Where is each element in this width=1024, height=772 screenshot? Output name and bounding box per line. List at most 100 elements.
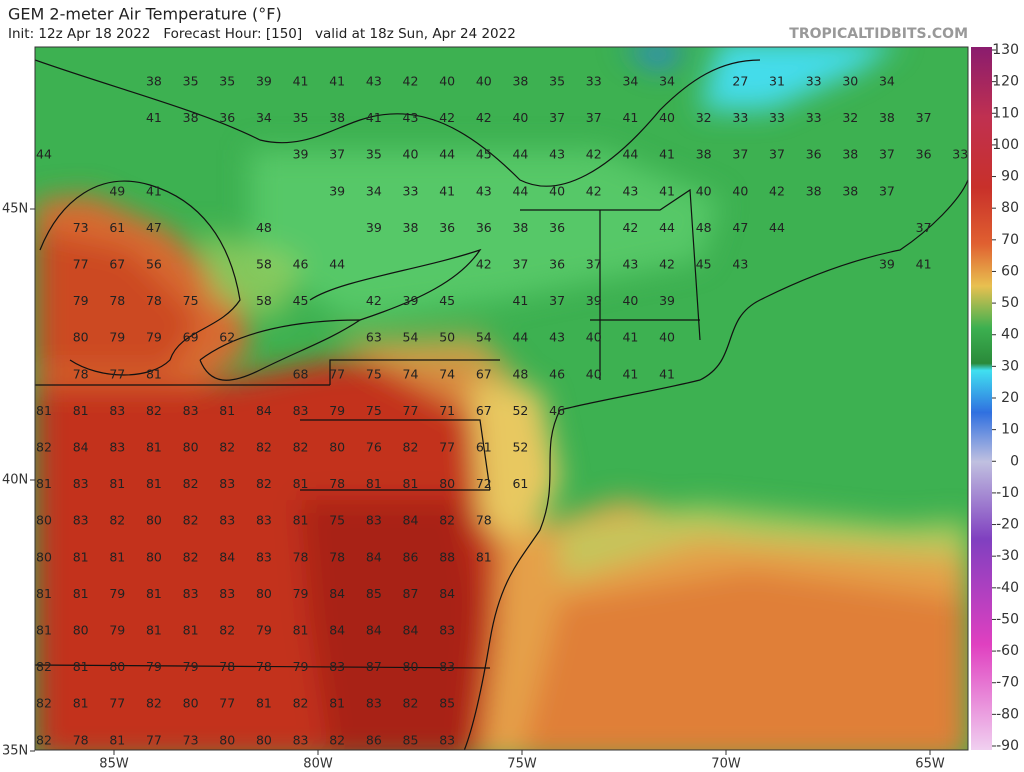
temp-label: 38: [806, 183, 822, 198]
temp-label: 40: [586, 366, 602, 381]
temp-label: 37: [586, 257, 602, 272]
temp-label: 58: [256, 257, 272, 272]
temp-label: 44: [512, 183, 528, 198]
colorbar-label: 120: [992, 74, 1019, 90]
temp-label: 81: [293, 513, 309, 528]
temp-label: 37: [916, 220, 932, 235]
map-area: [35, 47, 968, 750]
temp-label: 44: [769, 220, 785, 235]
lon-label: 65W: [915, 757, 945, 772]
temp-label: 81: [183, 623, 199, 638]
temp-label: 84: [403, 623, 419, 638]
temp-label: 45: [476, 147, 492, 162]
temp-label: 83: [293, 732, 309, 747]
temp-label: 48: [256, 220, 272, 235]
temp-label: 81: [109, 549, 125, 564]
temp-label: 84: [366, 623, 382, 638]
temp-label: 78: [476, 513, 492, 528]
temp-label: 38: [403, 220, 419, 235]
temp-label: 80: [219, 732, 235, 747]
temp-label: 82: [293, 440, 309, 455]
temp-label: 80: [183, 440, 199, 455]
temp-label: 37: [732, 147, 748, 162]
temp-label: 82: [109, 513, 125, 528]
temp-label: 42: [366, 293, 382, 308]
temp-label: 41: [659, 366, 675, 381]
colorbar-label: -90: [996, 738, 1019, 754]
colorbar-label: -20: [996, 517, 1019, 533]
temp-label: 80: [36, 549, 52, 564]
lon-label: 75W: [507, 757, 537, 772]
temp-label: 69: [183, 330, 199, 345]
lat-label: 40N: [2, 473, 28, 488]
temp-label: 44: [659, 220, 675, 235]
temp-label: 41: [622, 110, 638, 125]
temp-label: 58: [256, 293, 272, 308]
temp-label: 44: [622, 147, 638, 162]
temp-label: 83: [109, 440, 125, 455]
colorbar-label: 110: [992, 105, 1019, 121]
lat-label: 35N: [2, 744, 28, 759]
title: GEM 2-meter Air Temperature (°F): [8, 5, 282, 24]
temp-label: 50: [439, 330, 455, 345]
temp-label: 38: [146, 74, 162, 89]
temp-label: 43: [732, 257, 748, 272]
temp-label: 39: [293, 147, 309, 162]
temp-label: 52: [512, 403, 528, 418]
temp-label: 41: [146, 110, 162, 125]
temp-label: 43: [366, 74, 382, 89]
temp-label: 85: [403, 732, 419, 747]
temp-label: 39: [403, 293, 419, 308]
temp-label: 40: [512, 110, 528, 125]
temp-label: 46: [293, 257, 309, 272]
temp-label: 82: [36, 440, 52, 455]
temp-label: 46: [549, 366, 565, 381]
temp-label: 82: [256, 476, 272, 491]
temp-label: 83: [183, 586, 199, 601]
temp-label: 41: [293, 74, 309, 89]
temp-label: 81: [293, 623, 309, 638]
temp-label: 82: [329, 732, 345, 747]
temp-label: 33: [769, 110, 785, 125]
temp-label: 43: [549, 330, 565, 345]
temp-label: 36: [476, 220, 492, 235]
temp-label: 33: [586, 74, 602, 89]
subtitle: Init: 12z Apr 18 2022 Forecast Hour: [15…: [8, 26, 516, 42]
temp-label: 40: [622, 293, 638, 308]
temp-label: 44: [439, 147, 455, 162]
temp-label: 81: [73, 549, 89, 564]
temp-label: 38: [512, 220, 528, 235]
temp-label: 33: [806, 110, 822, 125]
temp-label: 47: [146, 220, 162, 235]
temp-label: 81: [36, 623, 52, 638]
temp-label: 77: [329, 366, 345, 381]
temp-label: 37: [879, 183, 895, 198]
temp-label: 34: [256, 110, 272, 125]
temp-label: 39: [659, 293, 675, 308]
temp-label: 41: [366, 110, 382, 125]
temp-label: 80: [183, 696, 199, 711]
temp-label: 85: [366, 586, 382, 601]
temp-label: 84: [439, 586, 455, 601]
temp-label: 67: [109, 257, 125, 272]
colorbar-label: 0: [1010, 453, 1019, 469]
temp-label: 40: [732, 183, 748, 198]
temp-label: 75: [329, 513, 345, 528]
temp-label: 39: [256, 74, 272, 89]
temp-label: 84: [73, 440, 89, 455]
colorbar-label: 40: [1001, 327, 1019, 343]
temp-label: 80: [256, 586, 272, 601]
temp-label: 42: [659, 257, 675, 272]
temp-label: 33: [403, 183, 419, 198]
temp-label: 80: [146, 513, 162, 528]
temp-label: 48: [696, 220, 712, 235]
temp-label: 79: [183, 659, 199, 674]
temp-label: 61: [476, 440, 492, 455]
temp-label: 49: [109, 183, 125, 198]
temp-label: 56: [146, 257, 162, 272]
temp-label: 82: [183, 513, 199, 528]
lon-label: 80W: [303, 757, 333, 772]
temp-label: 83: [366, 696, 382, 711]
temp-label: 82: [146, 696, 162, 711]
